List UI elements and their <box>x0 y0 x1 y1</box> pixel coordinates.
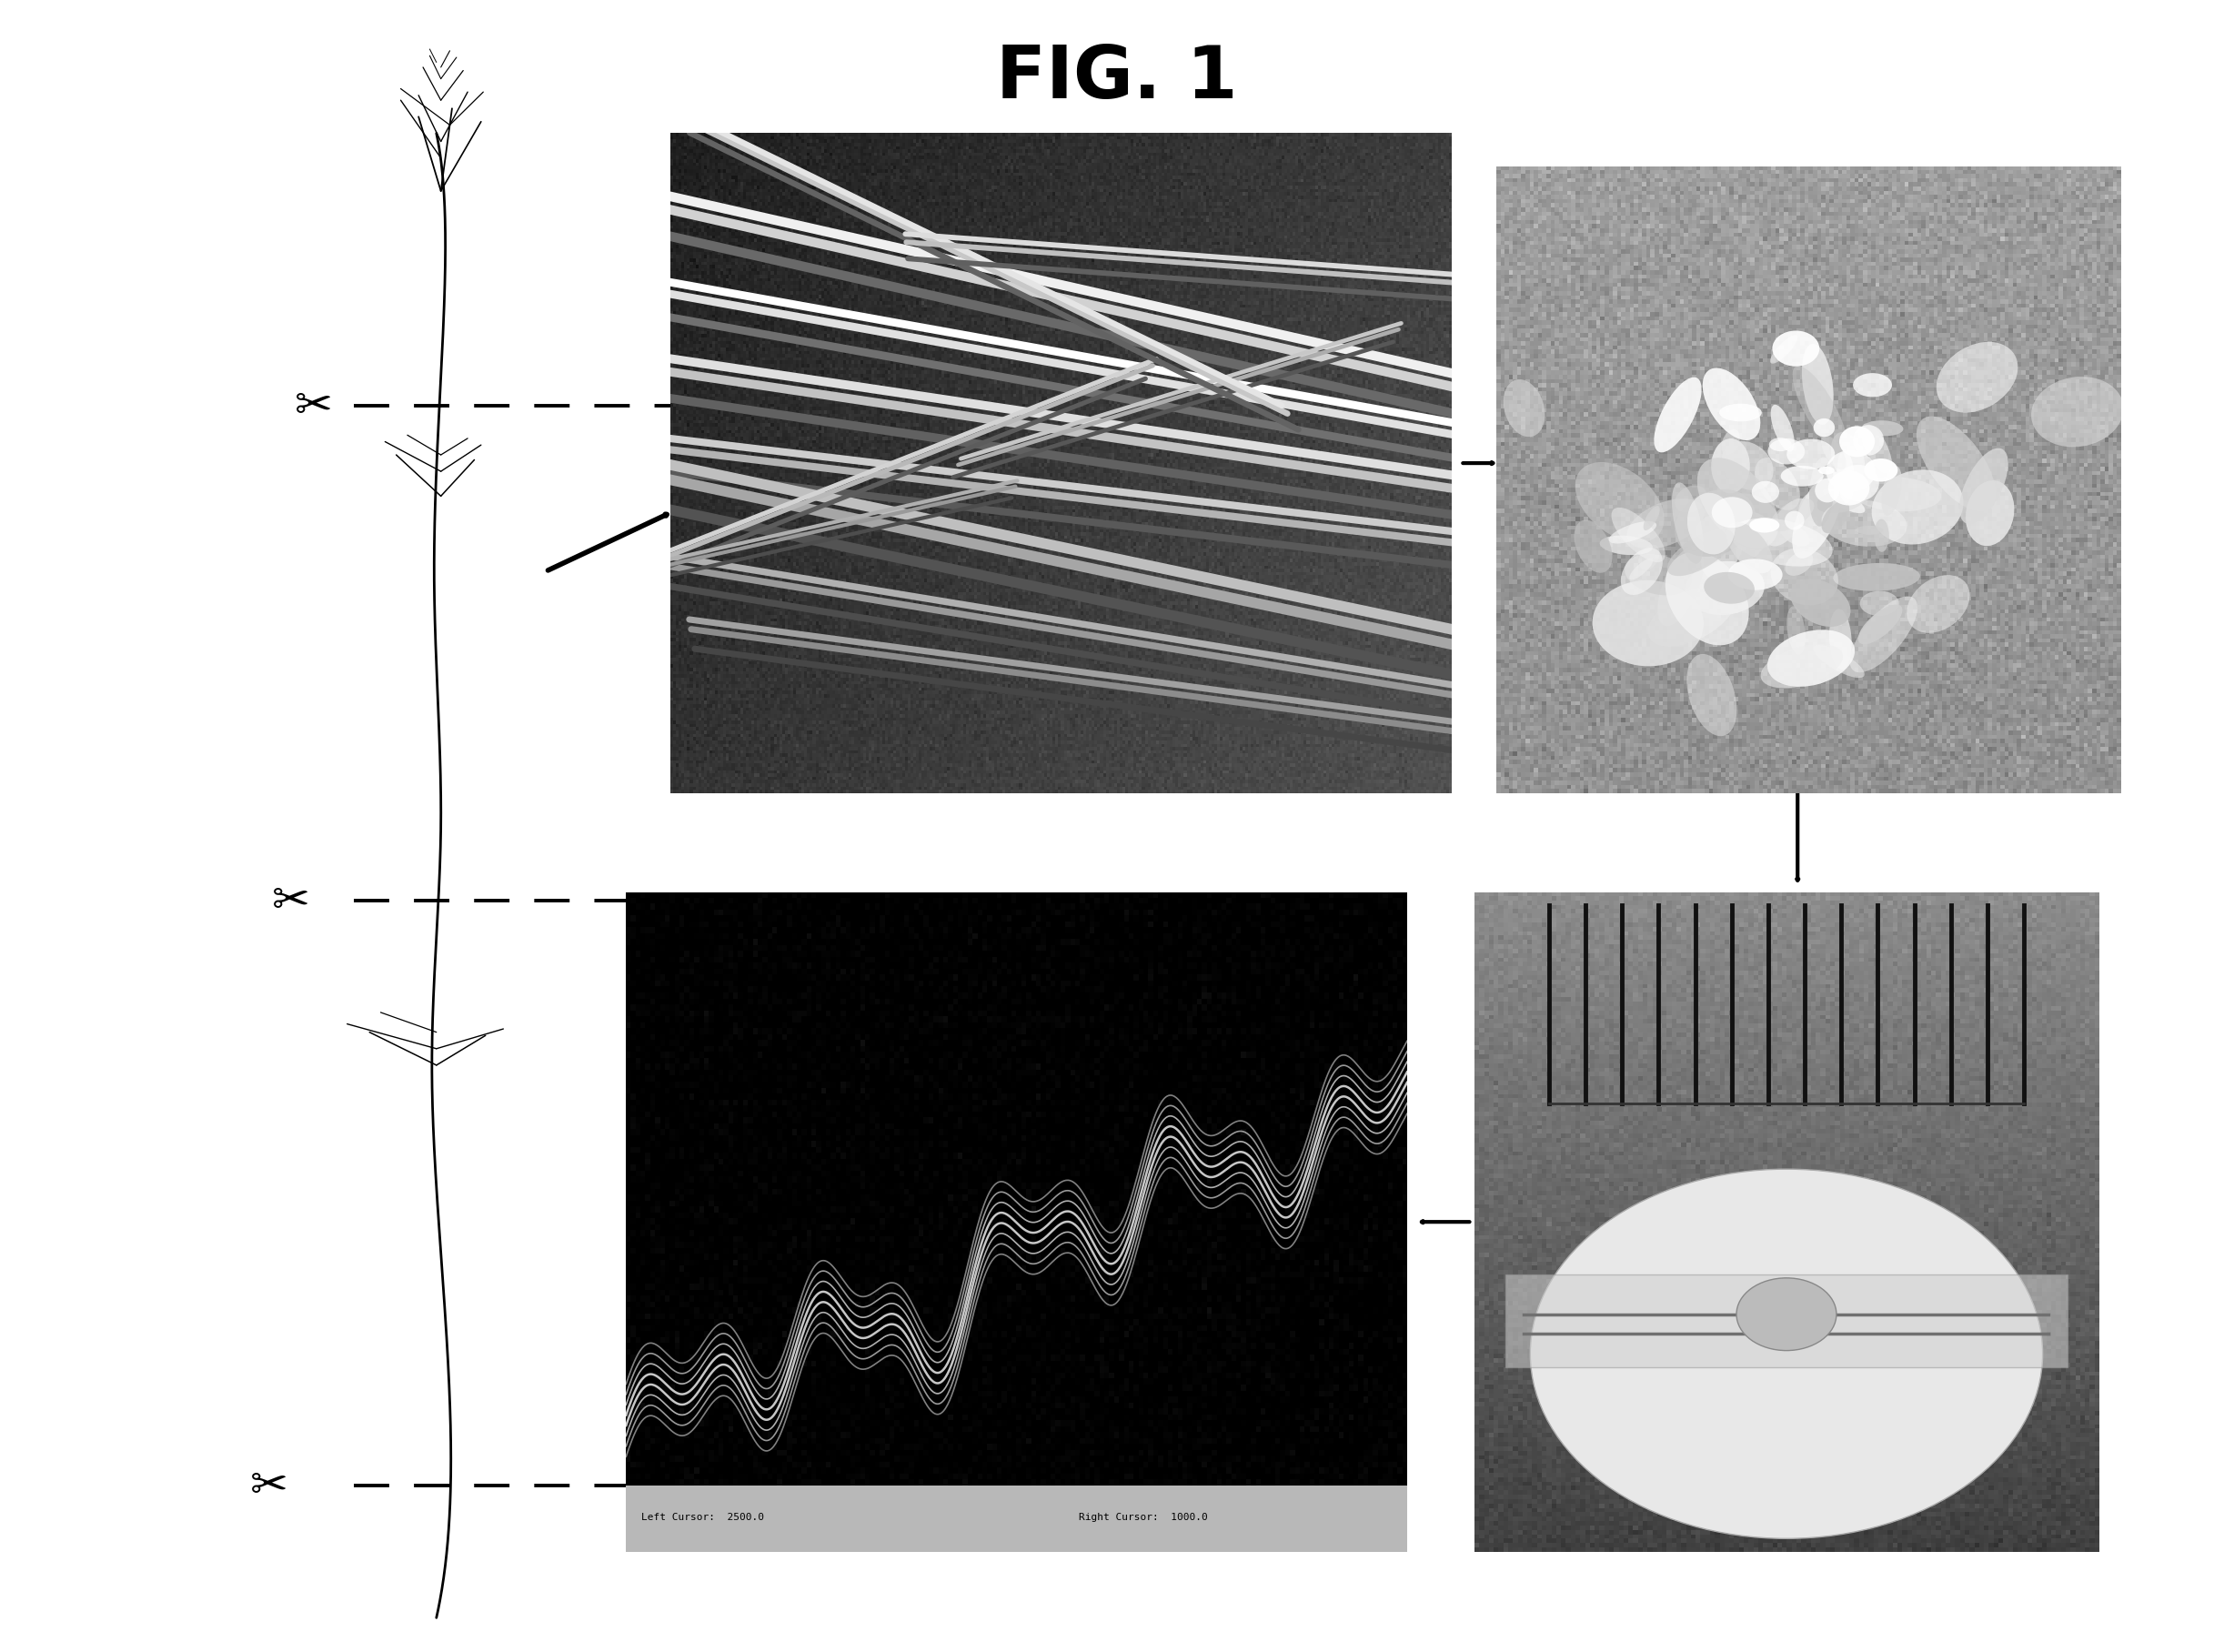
Text: ✂: ✂ <box>250 1464 288 1508</box>
Text: ✂: ✂ <box>273 879 311 922</box>
Text: ✂: ✂ <box>295 383 333 428</box>
Text: FIG. 1: FIG. 1 <box>996 43 1238 114</box>
